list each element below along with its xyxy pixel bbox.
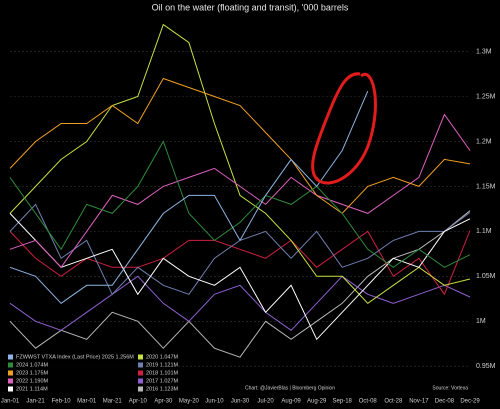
- legend-swatch: [8, 354, 13, 360]
- legend-label: FZWWST VTXA Index (Last Price) 2025 1.25…: [16, 354, 134, 360]
- x-tick-label: Apr-10: [129, 399, 148, 405]
- x-tick-label: Aug-29: [307, 399, 327, 405]
- credit: Chart: @JavierBlas | Bloomberg Opinion: [245, 385, 335, 391]
- series-line: [9, 23, 471, 304]
- legend-swatch: [138, 386, 143, 392]
- legend-label: 2017 1.027M: [146, 378, 179, 384]
- legend-label: 2022 1.190M: [16, 378, 49, 384]
- series-line: [9, 210, 471, 358]
- series-line: [9, 275, 471, 331]
- x-tick-label: Jan-21: [26, 399, 45, 405]
- y-tick-label: 1.15M: [476, 183, 496, 190]
- legend-swatch: [138, 354, 143, 360]
- y-tick-label: 1.2M: [476, 138, 492, 145]
- x-tick-label: Feb-10: [52, 399, 72, 405]
- y-tick-label: 1.1M: [476, 228, 492, 235]
- source: Source: Vortexa: [432, 385, 468, 391]
- x-tick-label: Jun-10: [205, 399, 224, 405]
- legend-swatch: [138, 378, 143, 384]
- x-tick-label: Aug-09: [281, 399, 301, 405]
- chart-title: Oil on the water (floating and transit),…: [152, 2, 349, 12]
- x-tick-label: Jan-01: [1, 399, 20, 405]
- legend-label: 2020 1.047M: [146, 354, 179, 360]
- x-tick-label: Dec-29: [460, 399, 480, 405]
- legend-swatch: [8, 362, 13, 368]
- x-tick-label: Mar-21: [103, 399, 123, 405]
- legend-box: [4, 352, 164, 394]
- x-tick-label: Apr-30: [154, 399, 173, 405]
- x-tick-label: Oct-08: [359, 399, 378, 405]
- x-tick-label: Nov-17: [409, 399, 429, 405]
- y-tick-label: 0.95M: [476, 363, 496, 370]
- x-tick-label: Sep-18: [333, 399, 353, 405]
- series-line: [9, 213, 471, 341]
- legend-swatch: [8, 378, 13, 384]
- y-tick-label: 1.25M: [476, 93, 496, 100]
- y-tick-label: 1.3M: [476, 48, 492, 55]
- legend-label: 2023 1.175M: [16, 370, 49, 376]
- y-tick-label: 1M: [476, 318, 486, 325]
- legend-swatch: [138, 370, 143, 376]
- legend-label: 2018 1.101M: [146, 370, 179, 376]
- legend-label: 2016 1.123M: [146, 386, 179, 392]
- series-line: [9, 140, 471, 268]
- legend-label: 2024 1.074M: [16, 362, 49, 368]
- x-tick-label: Jul-20: [257, 399, 274, 405]
- x-tick-label: Dec-08: [435, 399, 455, 405]
- x-tick-label: May-20: [179, 399, 200, 405]
- series-line: [9, 90, 369, 304]
- legend-swatch: [138, 362, 143, 368]
- x-tick-label: Oct-28: [384, 399, 403, 405]
- legend-label: 2021 1.114M: [16, 386, 48, 392]
- legend-label: 2019 1.121M: [146, 362, 179, 368]
- legend-swatch: [8, 370, 13, 376]
- series-line: [9, 113, 471, 269]
- x-tick-label: Mar-01: [77, 399, 97, 405]
- x-tick-label: Jun-30: [231, 399, 250, 405]
- annotation-circle: [311, 72, 377, 185]
- series-line: [9, 77, 471, 215]
- y-tick-label: 1.05M: [476, 273, 496, 280]
- legend-swatch: [8, 386, 13, 392]
